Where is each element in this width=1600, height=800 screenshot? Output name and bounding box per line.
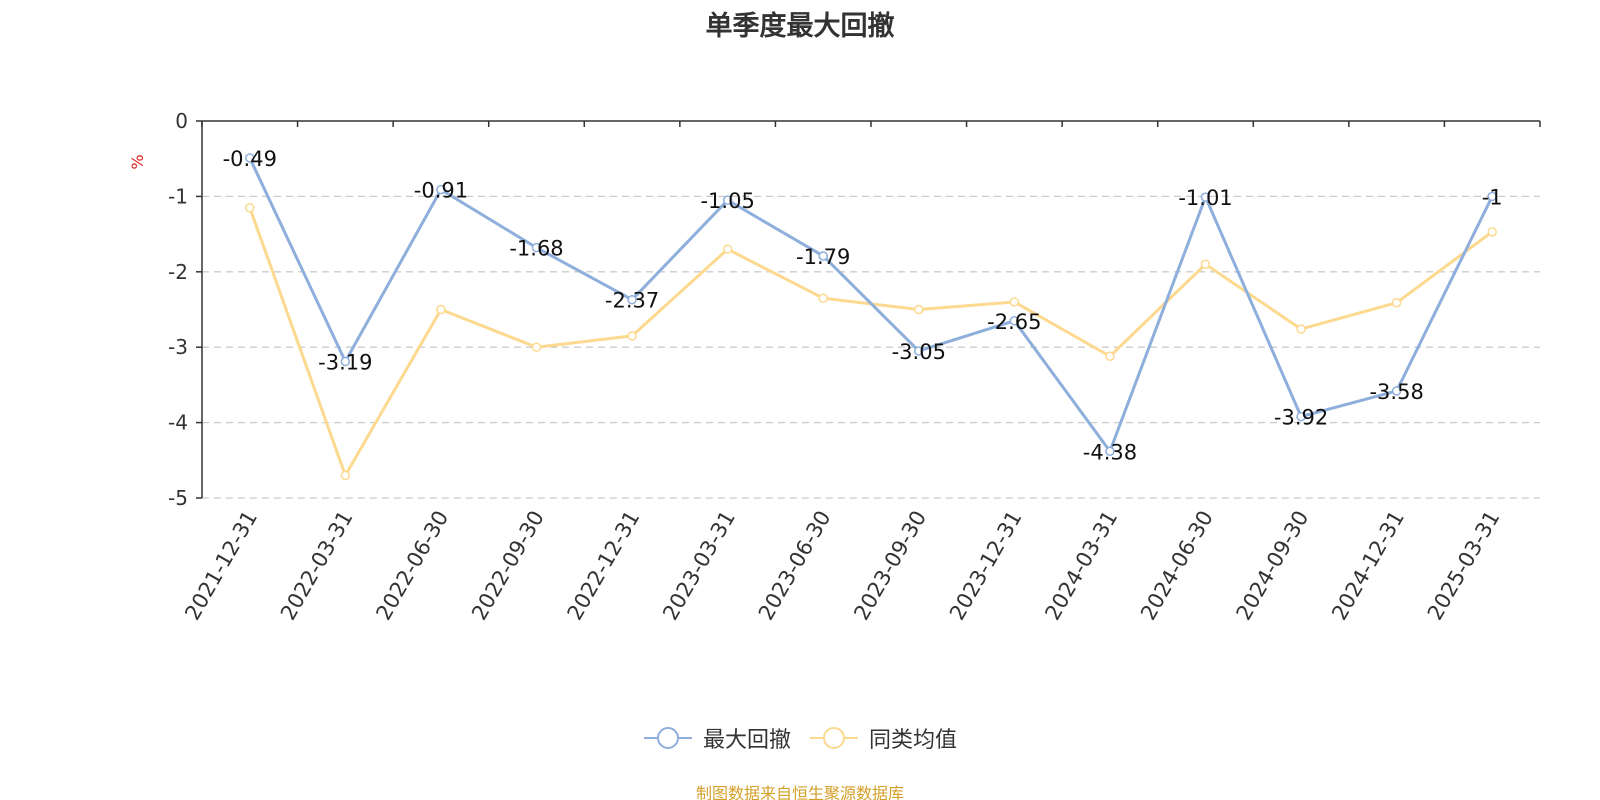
x-tick-label-2: 2022-06-30	[371, 507, 453, 625]
data-label-6: -1.79	[796, 245, 850, 269]
y-tick-label-2: -2	[168, 260, 188, 284]
x-tick-label-0: 2021-12-31	[180, 507, 262, 625]
data-label-7: -3.05	[892, 340, 946, 364]
source-note: 制图数据来自恒生聚源数据库	[695, 784, 904, 800]
series-2-point-5	[722, 244, 733, 254]
legend: 最大回撤 同类均值	[0, 722, 1600, 754]
series-1-point-5	[722, 195, 733, 205]
x-tick-label-9: 2024-03-31	[1040, 507, 1122, 625]
legend-item-series-2[interactable]: 同类均值	[809, 722, 957, 754]
data-label-10: -1.01	[1178, 186, 1232, 210]
data-label-2: -0.91	[414, 179, 468, 203]
data-label-0: -0.49	[223, 147, 277, 171]
series-2-point-0	[245, 202, 255, 213]
legend-item-series-1[interactable]: 最大回撤	[643, 722, 791, 754]
data-label-12: -3.58	[1369, 380, 1423, 404]
series-2-point-10	[1200, 259, 1211, 270]
x-tick-label-6: 2023-06-30	[754, 507, 836, 625]
data-label-9: -4.38	[1083, 440, 1137, 464]
data-label-5: -1.05	[700, 189, 754, 213]
series-2-point-9	[1105, 351, 1115, 361]
series-2-point-12	[1391, 297, 1402, 308]
series-2-point-13	[1487, 227, 1497, 237]
series-1-point-12	[1391, 386, 1402, 396]
legend-label-series-2: 同类均值	[869, 728, 958, 753]
series-1-point-6	[818, 251, 828, 261]
y-tick-label-1: -1	[168, 184, 188, 208]
data-label-1: -3.19	[318, 351, 372, 375]
x-tick-label-8: 2023-12-31	[945, 507, 1027, 625]
series-2-point-11	[1296, 324, 1306, 334]
series-2-point-4	[627, 331, 637, 341]
y-tick-label-3: -3	[168, 335, 188, 359]
series-2-point-8	[1009, 297, 1020, 307]
y-tick-label-0: 0	[175, 109, 188, 133]
series-1-point-7	[914, 346, 924, 356]
legend-symbol-series-1	[643, 727, 692, 749]
data-label-11: -3.92	[1274, 406, 1328, 430]
y-tick-label-4: -4	[168, 411, 188, 435]
series-2-point-2	[436, 304, 446, 315]
x-tick-label-4: 2022-12-31	[563, 507, 645, 625]
x-tick-label-3: 2022-09-30	[467, 507, 549, 625]
series-1-point-13	[1487, 191, 1497, 202]
series-2-point-1	[340, 470, 351, 481]
data-label-4: -2.37	[605, 289, 659, 313]
legend-label-series-1: 最大回撤	[702, 728, 791, 753]
series-1-point-2	[436, 184, 446, 195]
series-2-point-3	[531, 342, 542, 352]
series-2-point-7	[914, 304, 924, 315]
series-1-point-9	[1105, 446, 1115, 457]
data-label-3: -1.68	[509, 237, 563, 261]
x-tick-label-13: 2025-03-31	[1423, 507, 1505, 625]
series-line-2	[248, 207, 1494, 477]
x-tick-label-7: 2023-09-30	[849, 507, 931, 625]
x-tick-label-1: 2022-03-31	[276, 507, 358, 625]
x-tick-label-11: 2024-09-30	[1232, 507, 1314, 625]
series-1-point-1	[340, 356, 351, 367]
data-label-13: -1	[1482, 185, 1503, 209]
data-label-8: -2.65	[987, 310, 1041, 334]
series-1-point-8	[1009, 316, 1020, 326]
series-1-point-0	[245, 153, 255, 163]
series-1-point-4	[627, 294, 637, 305]
y-unit-label: %	[128, 154, 147, 169]
series-1-point-3	[531, 242, 542, 253]
chart-title: 单季度最大回撤	[705, 11, 895, 42]
x-tick-label-10: 2024-06-30	[1136, 507, 1218, 625]
series-2-point-6	[818, 293, 828, 303]
x-tick-label-5: 2023-03-31	[658, 507, 740, 625]
series-1-point-11	[1296, 411, 1306, 422]
legend-symbol-series-2	[810, 727, 858, 749]
series-line-1	[248, 157, 1494, 453]
y-tick-label-5: -5	[168, 486, 188, 510]
series-1-point-10	[1200, 192, 1211, 202]
x-tick-label-12: 2024-12-31	[1327, 507, 1409, 625]
